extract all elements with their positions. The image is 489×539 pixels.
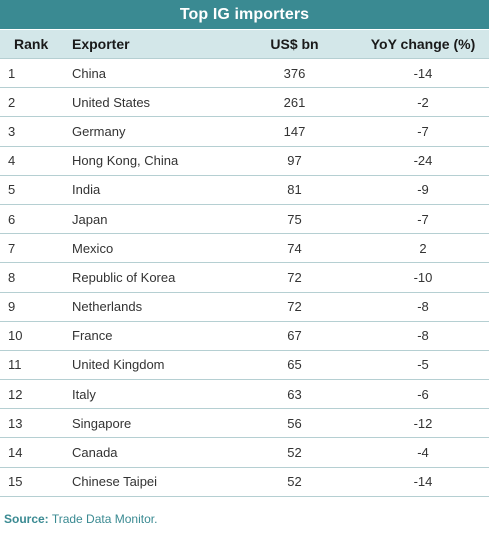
table-row: 7 Mexico 74 2	[0, 234, 489, 264]
cell-yoy: -9	[417, 182, 429, 198]
cell-usd-bn: 72	[287, 269, 302, 285]
cell-usd-bn: 63	[287, 386, 302, 402]
header-rank: Rank	[14, 36, 49, 52]
table-row: 6 Japan 75 -7	[0, 205, 489, 235]
cell-yoy: -8	[417, 328, 429, 344]
cell-yoy: -4	[417, 445, 429, 461]
cell-rank: 1	[8, 65, 16, 81]
cell-exporter: Hong Kong, China	[72, 153, 179, 169]
cell-exporter: France	[72, 328, 113, 344]
cell-exporter: United States	[72, 94, 151, 110]
cell-rank: 4	[8, 153, 16, 169]
cell-usd-bn: 74	[287, 240, 302, 256]
cell-exporter: Germany	[72, 123, 126, 139]
cell-rank: 10	[8, 328, 23, 344]
cell-exporter: Republic of Korea	[72, 269, 176, 285]
cell-exporter: Mexico	[72, 240, 114, 256]
source-label: Source:	[4, 512, 49, 526]
cell-exporter: China	[72, 65, 106, 81]
cell-rank: 12	[8, 386, 23, 402]
cell-exporter: Chinese Taipei	[72, 474, 158, 490]
cell-yoy: -14	[413, 65, 433, 81]
cell-exporter: Italy	[72, 386, 96, 402]
table-row: 12 Italy 63 -6	[0, 380, 489, 410]
cell-usd-bn: 52	[287, 474, 302, 490]
cell-rank: 11	[8, 357, 22, 373]
cell-exporter: Netherlands	[72, 299, 143, 315]
cell-rank: 13	[8, 415, 23, 431]
table-row: 4 Hong Kong, China 97 -24	[0, 147, 489, 176]
cell-rank: 5	[8, 182, 16, 198]
cell-yoy: -6	[417, 386, 429, 402]
cell-yoy: -7	[417, 123, 429, 139]
cell-usd-bn: 147	[283, 123, 306, 139]
cell-exporter: Canada	[72, 445, 118, 461]
cell-yoy: -2	[417, 94, 429, 110]
cell-yoy: -5	[417, 357, 429, 373]
cell-usd-bn: 67	[287, 328, 302, 344]
cell-usd-bn: 376	[283, 65, 306, 81]
cell-usd-bn: 97	[287, 153, 302, 169]
table-row: 11 United Kingdom 65 -5	[0, 351, 489, 381]
cell-usd-bn: 52	[287, 445, 302, 461]
cell-usd-bn: 75	[287, 211, 302, 227]
cell-yoy: -7	[417, 211, 429, 227]
cell-rank: 6	[8, 211, 16, 227]
cell-rank: 15	[8, 474, 23, 490]
cell-usd-bn: 65	[287, 357, 302, 373]
source-note: Source: Trade Data Monitor.	[4, 512, 157, 526]
cell-yoy: -24	[413, 153, 433, 169]
table-body: 1 China 376 -14 2 United States 261 -2 3…	[0, 59, 489, 497]
cell-exporter: Japan	[72, 211, 108, 227]
table-row: 10 France 67 -8	[0, 322, 489, 351]
header-usd-bn: US$ bn	[270, 36, 319, 52]
header-yoy-change: YoY change (%)	[370, 36, 476, 52]
table-header: Rank Exporter US$ bn YoY change (%)	[0, 29, 489, 59]
cell-usd-bn: 261	[283, 94, 306, 110]
cell-yoy: -14	[413, 474, 433, 490]
table-title: Top IG importers	[0, 0, 489, 29]
cell-yoy: -8	[417, 299, 429, 315]
table-row: 2 United States 261 -2	[0, 88, 489, 118]
table-row: 14 Canada 52 -4	[0, 438, 489, 468]
table-row: 15 Chinese Taipei 52 -14	[0, 468, 489, 497]
cell-rank: 7	[8, 240, 16, 256]
cell-exporter: Singapore	[72, 415, 132, 431]
table-row: 13 Singapore 56 -12	[0, 409, 489, 439]
table-row: 9 Netherlands 72 -8	[0, 293, 489, 322]
cell-rank: 8	[8, 269, 16, 285]
cell-rank: 14	[8, 445, 23, 461]
cell-usd-bn: 56	[287, 415, 302, 431]
source-text: Trade Data Monitor.	[51, 512, 158, 526]
table-row: 1 China 376 -14	[0, 59, 489, 89]
cell-rank: 2	[8, 94, 16, 110]
table-row: 8 Republic of Korea 72 -10	[0, 263, 489, 293]
cell-usd-bn: 72	[287, 299, 302, 315]
cell-usd-bn: 81	[287, 182, 302, 198]
cell-rank: 3	[8, 123, 16, 139]
cell-yoy: -10	[413, 269, 433, 285]
table-row: 3 Germany 147 -7	[0, 117, 489, 147]
cell-exporter: United Kingdom	[72, 357, 165, 373]
cell-exporter: India	[72, 182, 101, 198]
importers-table: Top IG importers Rank Exporter US$ bn Yo…	[0, 0, 489, 497]
table-row: 5 India 81 -9	[0, 176, 489, 205]
cell-yoy: 2	[419, 240, 427, 256]
cell-rank: 9	[8, 299, 16, 315]
cell-yoy: -12	[413, 415, 433, 431]
header-exporter: Exporter	[72, 36, 130, 52]
